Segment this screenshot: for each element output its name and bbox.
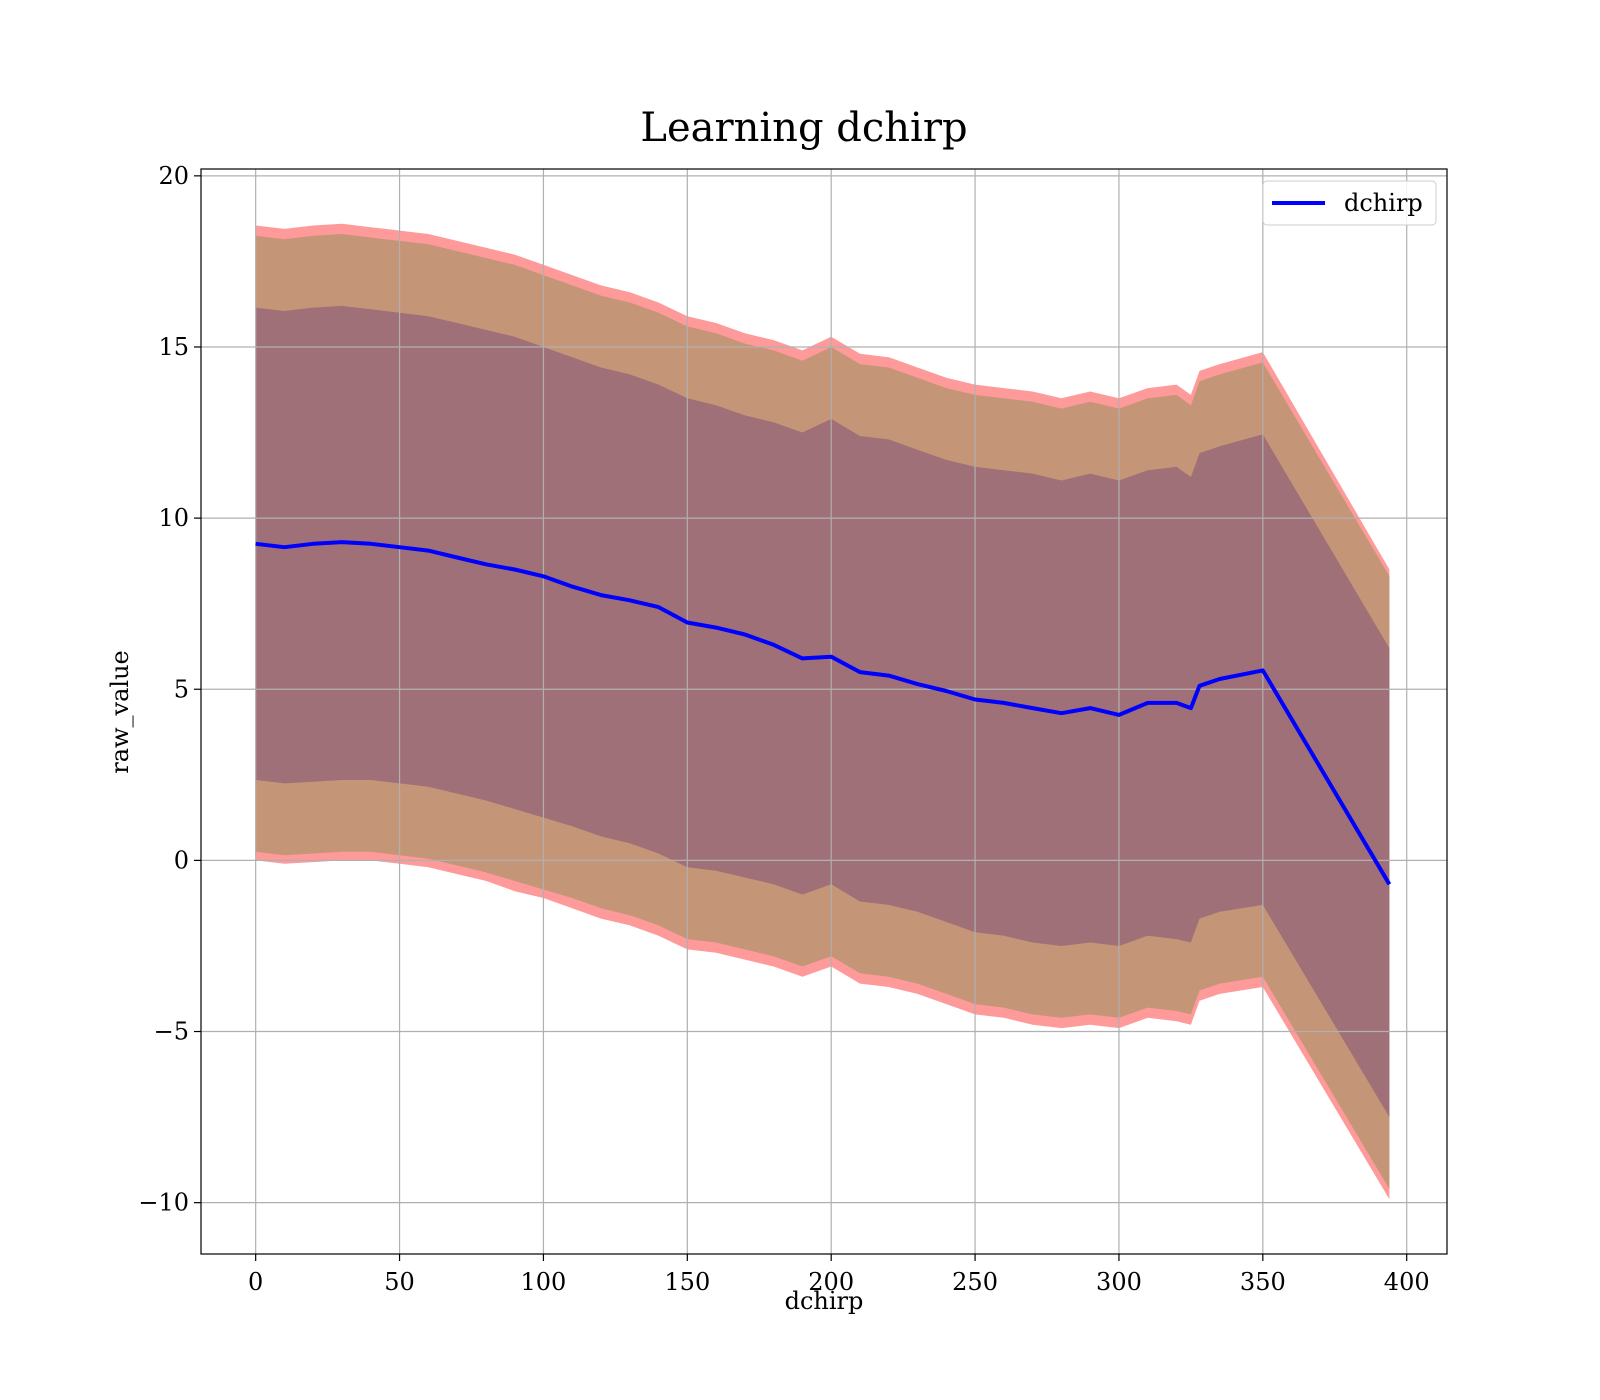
y-tick-label: 20 <box>158 162 189 190</box>
x-tick-label: 0 <box>248 1268 263 1296</box>
grid-lines <box>201 169 1447 1254</box>
x-tick-label: 250 <box>952 1268 998 1296</box>
plot-frame <box>200 168 1448 1255</box>
x-axis-ticks: 0 50 100 150 200 250 300 350 400 <box>248 1254 1430 1296</box>
series-line-dchirp <box>255 540 1392 886</box>
y-tick-label: 10 <box>158 504 189 532</box>
x-tick-label: 100 <box>521 1268 567 1296</box>
x-tick-label: 150 <box>664 1268 710 1296</box>
chart-title: Learning dchirp <box>640 105 967 151</box>
confidence-bands <box>255 223 1390 1200</box>
x-axis-label: dchirp <box>785 1287 864 1315</box>
plot-area <box>201 169 1447 1254</box>
series-lines <box>255 540 1392 886</box>
y-tick-label: 15 <box>158 333 189 361</box>
y-tick-label: 5 <box>174 675 189 703</box>
legend-label: dchirp <box>1344 189 1423 217</box>
band-inner <box>255 305 1390 1118</box>
x-tick-label: 400 <box>1384 1268 1430 1296</box>
legend-box <box>1262 180 1437 226</box>
y-tick-label: 0 <box>174 846 189 874</box>
y-axis-label: raw_value <box>106 650 134 774</box>
y-tick-label: −10 <box>138 1189 189 1217</box>
legend: dchirp <box>1262 180 1437 226</box>
x-tick-label: 350 <box>1240 1268 1286 1296</box>
x-tick-label: 50 <box>384 1268 415 1296</box>
y-tick-label: −5 <box>154 1018 189 1046</box>
x-tick-label: 300 <box>1096 1268 1142 1296</box>
x-tick-label: 200 <box>808 1268 854 1296</box>
y-axis-ticks: −10 −5 0 5 10 15 20 <box>138 162 201 1217</box>
